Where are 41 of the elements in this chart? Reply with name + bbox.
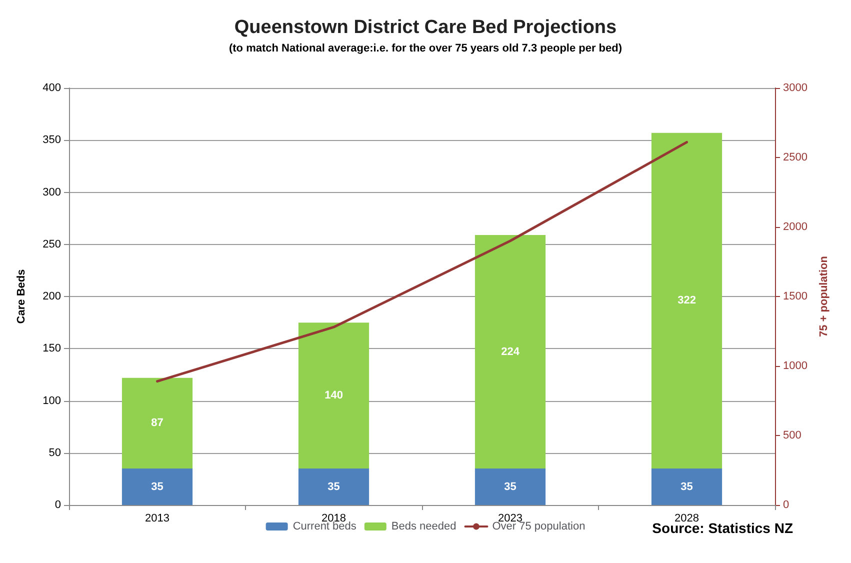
data-label: 224 [501, 346, 520, 358]
bar [298, 468, 370, 505]
chart-subtitle: (to match National average:i.e. for the over 75 years old 7.3 people per bed) [228, 42, 622, 54]
y-axis-title: Care Beds [16, 269, 28, 324]
bar [474, 234, 546, 469]
x-tick-label: 2013 [145, 512, 170, 524]
bar [651, 468, 722, 505]
data-label: 35 [504, 480, 516, 493]
y-tick-label: 200 [42, 290, 61, 302]
y2-tick-label: 0 [783, 499, 790, 511]
bar [651, 132, 722, 469]
y2-tick-label: 1000 [783, 360, 808, 372]
y-tick-label: 300 [42, 186, 61, 198]
data-label: 35 [151, 480, 164, 493]
y-tick-label: 0 [54, 499, 61, 511]
legend-label: Current beds [292, 520, 357, 532]
bar [474, 468, 546, 505]
y-tick-label: 250 [42, 238, 61, 250]
x-tick-label: 2028 [674, 512, 699, 524]
y2-tick-label: 3000 [783, 82, 808, 94]
chart-title: Queenstown District Care Bed Projections [234, 17, 617, 38]
y-tick-label: 400 [42, 82, 61, 94]
bar [122, 468, 193, 505]
legend-label: Beds needed [391, 520, 456, 532]
data-label: 87 [151, 417, 164, 430]
bar [122, 378, 193, 469]
data-label: 35 [328, 480, 340, 493]
y-tick-label: 150 [42, 342, 61, 355]
y2-tick-label: 1500 [783, 290, 808, 302]
data-label: 322 [678, 294, 696, 307]
y-tick-label: 100 [42, 394, 61, 407]
data-label: 140 [324, 390, 343, 402]
y2-axis-title: 75 + population [818, 256, 830, 337]
y2-tick-label: 2500 [783, 152, 808, 164]
y-tick-label: 350 [42, 134, 61, 146]
y2-tick-label: 2000 [783, 221, 808, 233]
data-label: 35 [680, 480, 693, 493]
y-tick-label: 50 [48, 446, 61, 459]
y2-tick-label: 500 [783, 430, 802, 442]
bar [298, 322, 370, 469]
legend-label: Over 75 population [492, 520, 586, 532]
